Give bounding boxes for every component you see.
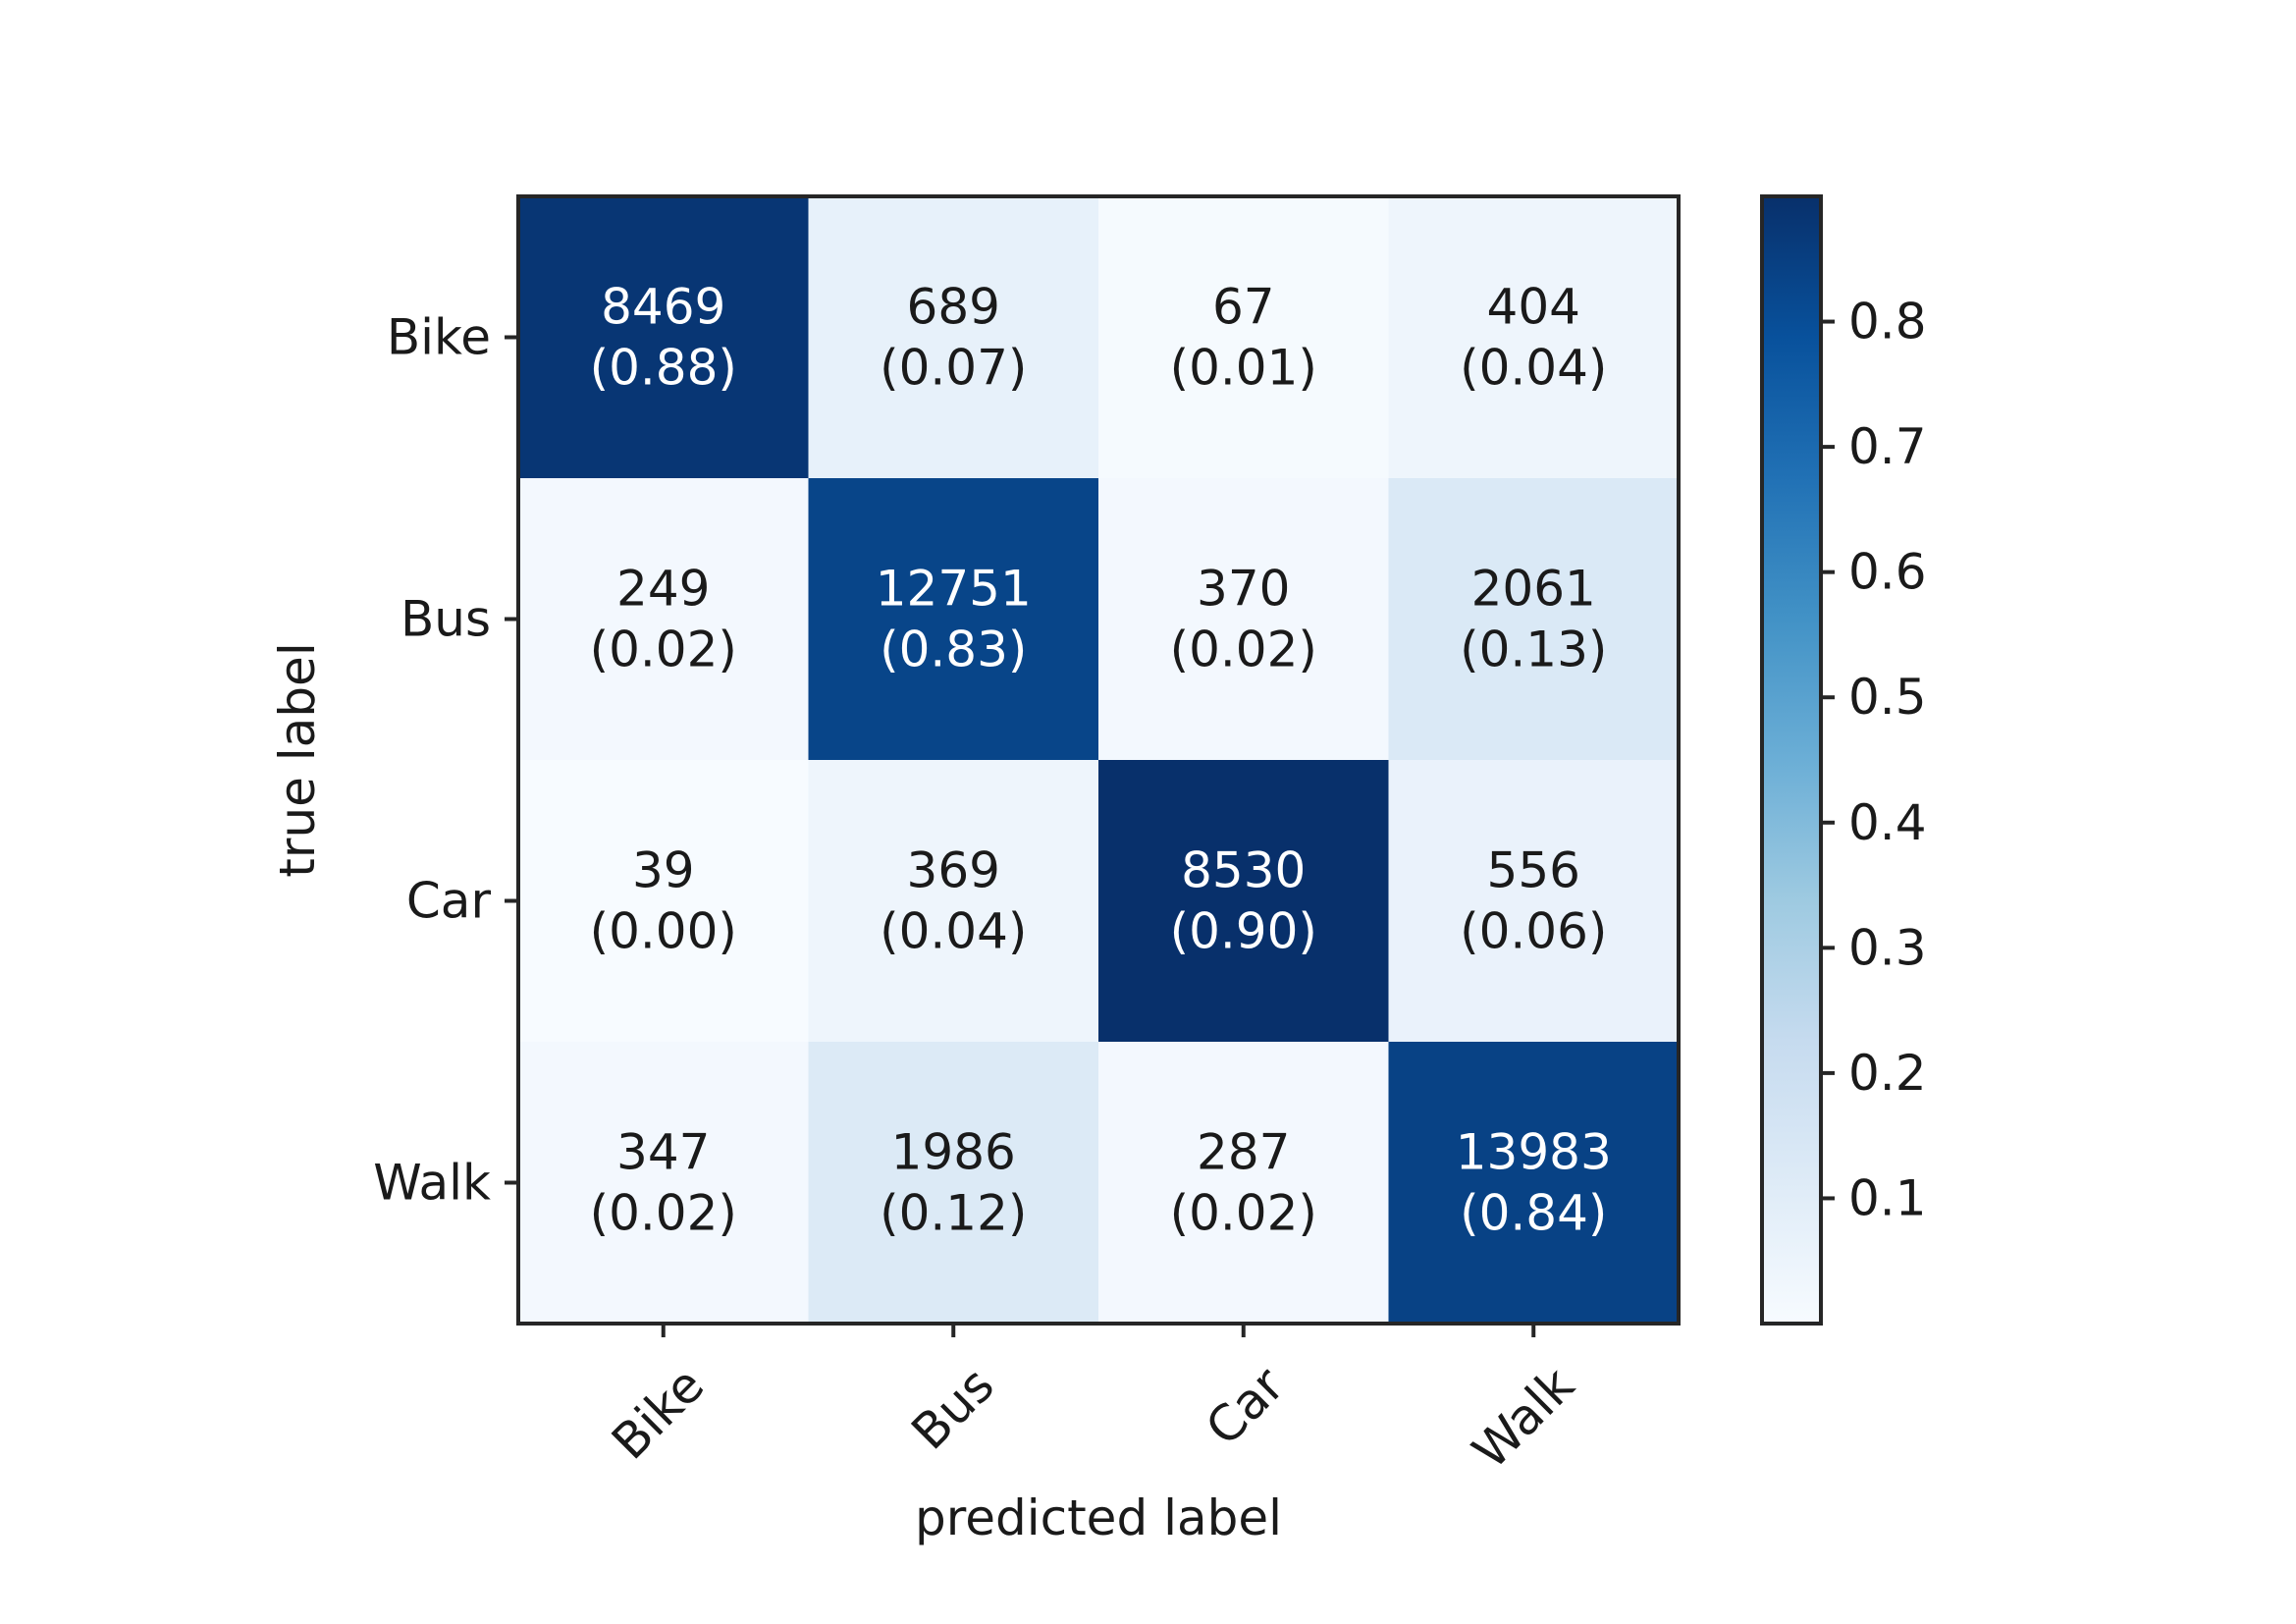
x-axis-ticks: Bike Bus Car Walk	[601, 1324, 1585, 1480]
heatmap-cell: 12751(0.83)	[808, 478, 1099, 761]
heatmap-cell-fill	[1388, 196, 1680, 479]
heatmap-cell-fill	[518, 760, 809, 1043]
cell-count-label: 8469	[601, 279, 725, 336]
cell-normalized-label: (0.90)	[1170, 903, 1317, 960]
cell-normalized-label: (0.13)	[1460, 622, 1607, 678]
colorbar-tick-label: 0.1	[1848, 1169, 1927, 1226]
heatmap-cell-fill	[1388, 478, 1680, 761]
x-tick-label: Walk	[1462, 1356, 1585, 1480]
cell-count-label: 249	[616, 561, 710, 618]
heatmap-cell: 689(0.07)	[808, 196, 1099, 479]
cell-normalized-label: (0.06)	[1460, 903, 1607, 960]
y-tick-label: Bike	[387, 309, 491, 366]
heatmap-cell: 369(0.04)	[808, 760, 1099, 1043]
cell-normalized-label: (0.01)	[1170, 340, 1317, 397]
cell-normalized-label: (0.84)	[1460, 1185, 1607, 1242]
heatmap-cell-fill	[1388, 1042, 1680, 1325]
cell-normalized-label: (0.00)	[590, 903, 737, 960]
colorbar-tick-label: 0.5	[1848, 669, 1927, 726]
heatmap-cell-fill	[808, 760, 1099, 1043]
heatmap-cell-fill	[518, 1042, 809, 1325]
cell-count-label: 8530	[1181, 842, 1306, 899]
cell-count-label: 13983	[1456, 1124, 1612, 1181]
heatmap-cells: 8469(0.88)689(0.07)67(0.01)404(0.04)249(…	[518, 196, 1680, 1325]
cell-normalized-label: (0.04)	[880, 903, 1027, 960]
heatmap-cell-fill	[518, 478, 809, 761]
heatmap-cell-fill	[1388, 760, 1680, 1043]
cell-count-label: 39	[632, 842, 695, 899]
heatmap-cell: 67(0.01)	[1098, 196, 1389, 479]
x-axis-label: predicted label	[915, 1489, 1282, 1546]
heatmap-cell-fill	[518, 196, 809, 479]
heatmap-cell: 370(0.02)	[1098, 478, 1389, 761]
cell-count-label: 12751	[876, 561, 1032, 618]
heatmap-cell: 8469(0.88)	[518, 196, 809, 479]
cell-normalized-label: (0.88)	[590, 340, 737, 397]
cell-count-label: 556	[1487, 842, 1580, 899]
heatmap-cell: 1986(0.12)	[808, 1042, 1099, 1325]
heatmap-cell: 404(0.04)	[1388, 196, 1680, 479]
heatmap-cell: 13983(0.84)	[1388, 1042, 1680, 1325]
heatmap-cell: 249(0.02)	[518, 478, 809, 761]
cell-normalized-label: (0.04)	[1460, 340, 1607, 397]
colorbar-tick-label: 0.7	[1848, 418, 1927, 475]
cell-normalized-label: (0.02)	[590, 622, 737, 678]
y-tick-label: Car	[406, 873, 492, 930]
heatmap-cell-fill	[808, 196, 1099, 479]
y-axis-label: true label	[269, 642, 326, 877]
heatmap-cell-fill	[1098, 760, 1389, 1043]
plot-frame	[516, 194, 1681, 1326]
colorbar-tick-label: 0.4	[1848, 794, 1927, 851]
cell-count-label: 370	[1197, 561, 1290, 618]
y-axis-ticks: Bike Bus Car Walk	[373, 309, 518, 1212]
cell-count-label: 2061	[1471, 561, 1596, 618]
heatmap-cell: 39(0.00)	[518, 760, 809, 1043]
cell-normalized-label: (0.02)	[590, 1185, 737, 1242]
heatmap-cell: 556(0.06)	[1388, 760, 1680, 1043]
heatmap-cell: 347(0.02)	[518, 1042, 809, 1325]
colorbar	[1760, 194, 1823, 1326]
heatmap-cell-fill	[808, 478, 1099, 761]
cell-count-label: 404	[1487, 279, 1580, 336]
cell-normalized-label: (0.83)	[880, 622, 1027, 678]
colorbar-ticks: 0.1 0.2 0.3 0.4 0.5 0.6 0.7 0.8	[1821, 294, 1927, 1226]
y-tick-label: Bus	[400, 591, 491, 648]
heatmap-cell: 287(0.02)	[1098, 1042, 1389, 1325]
heatmap-cell-fill	[1098, 196, 1389, 479]
cell-normalized-label: (0.12)	[880, 1185, 1027, 1242]
colorbar-tick-label: 0.6	[1848, 544, 1927, 601]
heatmap-cell-fill	[1098, 478, 1389, 761]
heatmap-cell: 8530(0.90)	[1098, 760, 1389, 1043]
x-tick-label: Bike	[601, 1356, 715, 1470]
cell-count-label: 347	[616, 1124, 710, 1181]
cell-normalized-label: (0.02)	[1170, 1185, 1317, 1242]
cell-normalized-label: (0.02)	[1170, 622, 1317, 678]
cell-count-label: 369	[907, 842, 1000, 899]
y-tick-label: Walk	[373, 1155, 491, 1212]
colorbar-tick-label: 0.3	[1848, 919, 1927, 976]
cell-count-label: 1986	[891, 1124, 1016, 1181]
x-tick-label: Bus	[901, 1356, 1005, 1460]
heatmap-cell-fill	[808, 1042, 1099, 1325]
heatmap-cell-fill	[1098, 1042, 1389, 1325]
colorbar-tick-label: 0.2	[1848, 1045, 1927, 1102]
cell-count-label: 689	[907, 279, 1000, 336]
cell-count-label: 67	[1212, 279, 1275, 336]
cell-count-label: 287	[1197, 1124, 1290, 1181]
x-tick-label: Car	[1195, 1356, 1295, 1456]
cell-normalized-label: (0.07)	[880, 340, 1027, 397]
colorbar-tick-label: 0.8	[1848, 294, 1927, 351]
heatmap-cell: 2061(0.13)	[1388, 478, 1680, 761]
